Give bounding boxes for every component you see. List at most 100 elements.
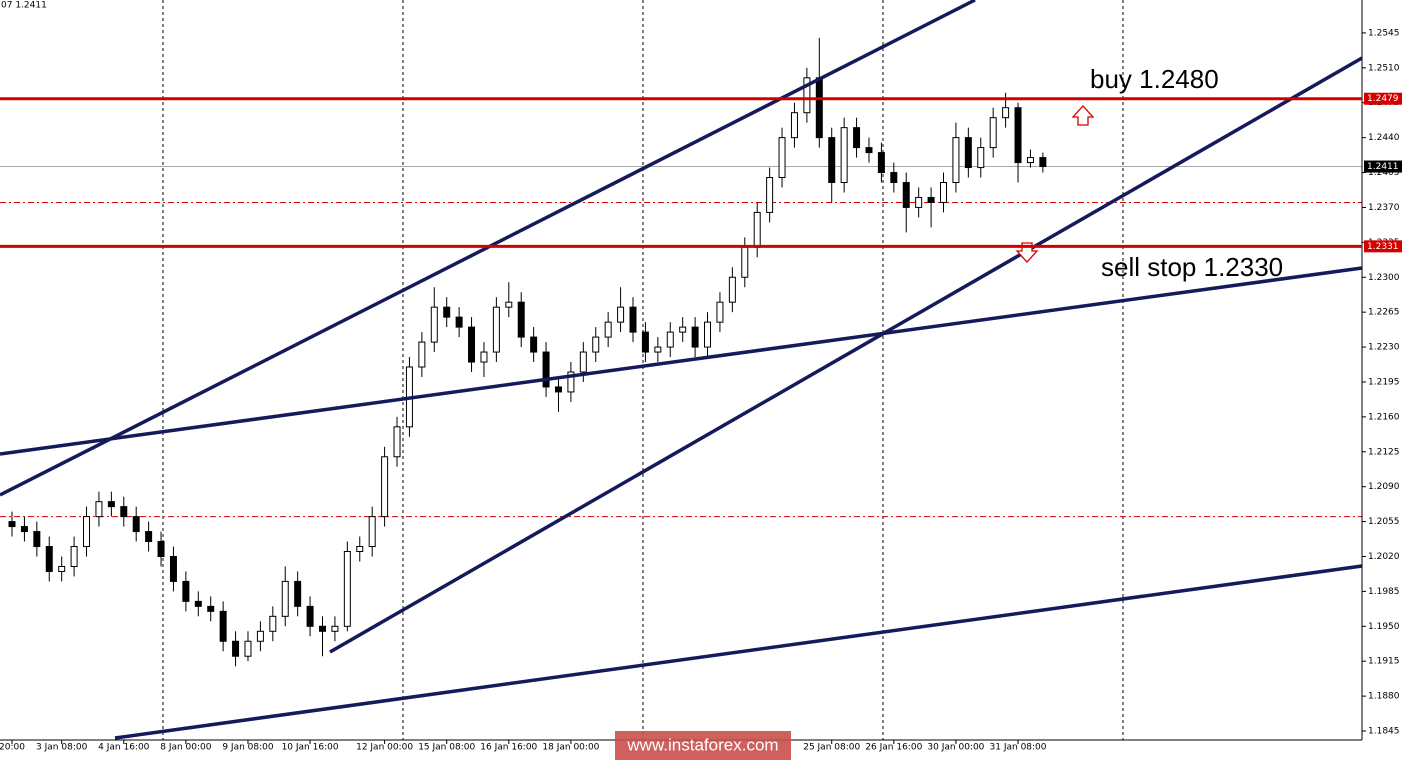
candle-body (356, 546, 364, 553)
candle-body (604, 321, 612, 338)
y-tick-label: 1.1845 (1368, 727, 1400, 737)
candle-body (629, 306, 637, 333)
candle-body (219, 610, 227, 642)
candle-body (865, 147, 873, 154)
candle-body (455, 316, 463, 328)
x-tick-label: 18 Jan 00:00 (542, 743, 599, 753)
candle-body (95, 501, 103, 518)
x-tick-label: 31 Jan 08:00 (990, 743, 1047, 753)
y-tick-label: 1.1985 (1368, 587, 1400, 597)
candle-body (666, 331, 674, 348)
y-tick-label: 1.2265 (1368, 308, 1400, 318)
current-price-box (1364, 160, 1402, 173)
x-tick-label: 16 Jan 16:00 (480, 743, 537, 753)
level-label: 1.2479 (1367, 94, 1399, 104)
watermark-box (615, 731, 791, 760)
candle-body (853, 127, 861, 149)
candle-body (964, 137, 972, 169)
candle-body (256, 630, 264, 642)
level-label-box (1364, 92, 1402, 105)
candle-body (331, 625, 339, 632)
candle-body (828, 137, 836, 184)
candle-body (679, 326, 687, 333)
buy-arrow (1071, 105, 1095, 126)
candle-body (691, 326, 699, 348)
y-tick-label: 1.2370 (1368, 203, 1400, 213)
candle-body (803, 77, 811, 114)
candle-body (20, 526, 28, 533)
sell-annotation: sell stop 1.2330 (1101, 252, 1283, 282)
y-tick-label: 1.2230 (1368, 343, 1400, 353)
candle-body (766, 177, 774, 213)
candle-body (877, 152, 885, 174)
candle-body (281, 580, 289, 617)
candle-body (989, 117, 997, 149)
y-tick-label: 1.1880 (1368, 692, 1400, 702)
candle-body (194, 600, 202, 607)
trend-line (329, 56, 1363, 654)
candle-body (45, 546, 53, 572)
y-tick-label: 1.2195 (1368, 377, 1400, 387)
candle-body (492, 306, 500, 353)
candle-body (107, 501, 115, 508)
x-tick-label: 20:00 (0, 743, 25, 753)
candle-body (654, 346, 662, 353)
candle-body (815, 77, 823, 139)
candle-body (468, 326, 476, 363)
candle-body (418, 341, 426, 368)
y-tick-label: 1.2300 (1368, 273, 1400, 283)
candle-body (83, 516, 91, 548)
trend-line (0, 266, 1363, 456)
candle-body (381, 456, 389, 518)
y-tick-label: 1.1950 (1368, 622, 1400, 632)
candle-body (890, 172, 898, 184)
candle-body (915, 196, 923, 208)
candle-body (1026, 157, 1034, 164)
candle-body (704, 321, 712, 348)
price-axis (1362, 0, 1406, 761)
axes: 1.25451.25101.24751.24401.24051.23701.23… (0, 28, 1402, 753)
x-tick-label: 3 Jan 08:00 (36, 743, 88, 753)
y-tick-label: 1.2160 (1368, 412, 1400, 422)
candle-body (58, 565, 66, 572)
y-tick-label: 1.2055 (1368, 517, 1400, 527)
candle-body (592, 336, 600, 353)
candle-body (8, 521, 16, 528)
candle-body (554, 386, 562, 393)
candle-body (1002, 107, 1010, 119)
x-tick-label: 4 Jan 16:00 (98, 743, 150, 753)
y-tick-label: 1.2545 (1368, 28, 1400, 38)
candle-body (269, 615, 277, 632)
candle-body (952, 137, 960, 184)
candle-body (120, 506, 128, 518)
candle-body (33, 531, 41, 548)
candle-body (306, 605, 314, 627)
candle-body (505, 301, 513, 308)
y-tick-label: 1.2020 (1368, 552, 1400, 562)
candle-body (132, 516, 140, 533)
corner-text: 07 1.2411 (1, 1, 47, 11)
candle-body (157, 541, 165, 557)
candle-body (517, 301, 525, 338)
buy-annotation: buy 1.2480 (1090, 64, 1219, 94)
candle-body (753, 211, 761, 248)
y-tick-label: 1.2090 (1368, 482, 1400, 492)
trend-line (114, 564, 1363, 740)
candle-body (145, 531, 153, 543)
x-tick-label: 9 Jan 08:00 (222, 743, 274, 753)
plot-area (0, 0, 1362, 740)
candle-body (641, 331, 649, 353)
level-label-box (1364, 240, 1402, 253)
candle-body (741, 246, 749, 278)
candle-body (728, 276, 736, 303)
candle-body (169, 555, 177, 582)
candle-body (778, 137, 786, 179)
candle-body (232, 640, 240, 657)
level-label: 1.2331 (1367, 242, 1399, 252)
candle-body (940, 182, 947, 203)
x-tick-label: 26 Jan 16:00 (865, 743, 922, 753)
candle-body (1014, 107, 1022, 164)
candle-body (530, 336, 538, 353)
x-tick-label: 30 Jan 00:00 (927, 743, 984, 753)
